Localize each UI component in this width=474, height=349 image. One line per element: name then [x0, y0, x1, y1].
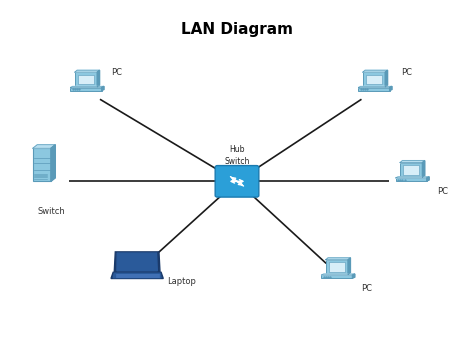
FancyBboxPatch shape: [33, 148, 51, 181]
Text: PC: PC: [361, 284, 372, 293]
Text: Hub
Switch: Hub Switch: [224, 146, 250, 165]
Polygon shape: [390, 86, 392, 91]
FancyBboxPatch shape: [321, 275, 353, 278]
Polygon shape: [326, 258, 350, 260]
FancyBboxPatch shape: [326, 260, 348, 275]
FancyBboxPatch shape: [400, 163, 422, 177]
FancyBboxPatch shape: [366, 75, 382, 84]
Polygon shape: [114, 252, 160, 272]
Polygon shape: [51, 145, 55, 181]
Polygon shape: [385, 70, 388, 87]
Text: PC: PC: [437, 187, 448, 196]
Text: LAN Diagram: LAN Diagram: [181, 22, 293, 37]
Polygon shape: [101, 86, 104, 91]
Polygon shape: [353, 274, 355, 278]
Polygon shape: [358, 86, 392, 88]
FancyBboxPatch shape: [363, 72, 385, 87]
Polygon shape: [396, 177, 429, 178]
Polygon shape: [427, 177, 429, 181]
Polygon shape: [117, 253, 157, 271]
FancyBboxPatch shape: [396, 178, 427, 181]
FancyBboxPatch shape: [215, 165, 259, 197]
Polygon shape: [111, 272, 163, 279]
FancyBboxPatch shape: [329, 262, 345, 272]
FancyBboxPatch shape: [75, 72, 97, 87]
FancyBboxPatch shape: [358, 88, 390, 91]
FancyBboxPatch shape: [403, 165, 419, 175]
Polygon shape: [422, 161, 425, 177]
Text: PC: PC: [111, 68, 123, 77]
Polygon shape: [348, 258, 350, 275]
Polygon shape: [363, 70, 388, 72]
Text: PC: PC: [401, 68, 412, 77]
FancyBboxPatch shape: [71, 88, 101, 91]
Polygon shape: [33, 145, 55, 148]
Polygon shape: [97, 70, 100, 87]
Polygon shape: [75, 70, 100, 72]
Polygon shape: [321, 274, 355, 275]
Polygon shape: [71, 86, 104, 88]
Text: Switch: Switch: [37, 207, 65, 216]
Polygon shape: [400, 161, 425, 163]
Polygon shape: [113, 273, 161, 278]
Text: Laptop: Laptop: [167, 277, 196, 286]
FancyBboxPatch shape: [78, 75, 94, 84]
